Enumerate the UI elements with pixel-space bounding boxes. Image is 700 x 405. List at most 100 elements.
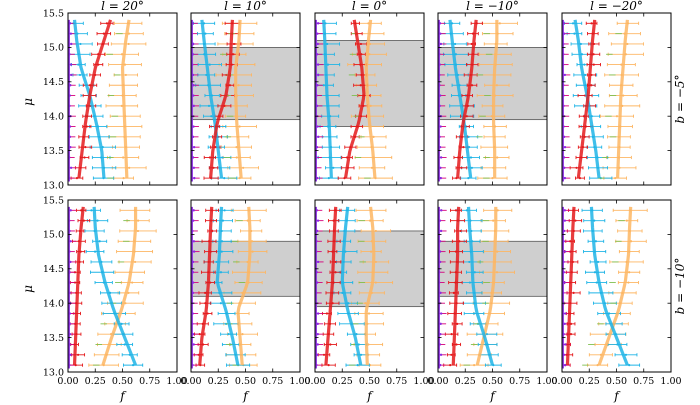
blue-point bbox=[571, 22, 575, 25]
purple-point bbox=[439, 176, 442, 180]
y-tick-label: 14.5 bbox=[43, 77, 64, 88]
purple-point bbox=[564, 312, 567, 315]
orange-point bbox=[251, 250, 254, 253]
orange-point bbox=[128, 166, 131, 169]
purple-point bbox=[317, 135, 320, 139]
red-point bbox=[359, 42, 363, 46]
blue-point bbox=[208, 63, 211, 66]
orange-point bbox=[492, 219, 495, 222]
red-point bbox=[232, 42, 236, 46]
orange-model-curve bbox=[615, 19, 629, 179]
panel-r1-c3: 0.00 0.25 0.50 0.75 1.00 bbox=[427, 199, 558, 387]
orange-point bbox=[369, 104, 372, 107]
blue-point bbox=[219, 302, 222, 305]
purple-point bbox=[439, 322, 442, 326]
red-point bbox=[322, 353, 326, 356]
blue-point bbox=[472, 312, 476, 315]
purple-point bbox=[439, 125, 442, 128]
purple-point bbox=[192, 209, 195, 212]
orange-point bbox=[495, 271, 499, 274]
purple-point bbox=[316, 322, 319, 326]
purple-point bbox=[69, 209, 72, 212]
row-title: b = −5° bbox=[673, 74, 687, 123]
orange-point bbox=[238, 125, 241, 128]
column-title: l = −10° bbox=[466, 0, 519, 13]
x-tick-label: 0.25 bbox=[332, 376, 353, 387]
orange-point bbox=[122, 156, 125, 159]
blue-point bbox=[326, 42, 329, 46]
blue-model-curve bbox=[589, 206, 629, 366]
red-model-curve bbox=[343, 19, 366, 179]
red-model-curve bbox=[565, 206, 576, 366]
red-point bbox=[77, 353, 80, 356]
red-point bbox=[456, 322, 459, 325]
purple-point bbox=[69, 240, 72, 243]
x-tick-label: 0.25 bbox=[455, 376, 476, 387]
red-point bbox=[459, 229, 462, 233]
purple-point bbox=[69, 32, 73, 35]
x-tick-label: 1.00 bbox=[660, 376, 681, 387]
purple-point bbox=[316, 63, 320, 66]
y-tick-label: 14.0 bbox=[43, 112, 64, 123]
purple-point bbox=[316, 332, 319, 336]
blue-model-curve bbox=[466, 206, 495, 366]
orange-point bbox=[120, 104, 123, 107]
blue-point bbox=[220, 250, 223, 253]
purple-point bbox=[192, 343, 195, 346]
purple-point bbox=[317, 73, 320, 77]
blue-point bbox=[123, 343, 126, 346]
blue-point bbox=[227, 333, 230, 336]
purple-point bbox=[192, 166, 196, 169]
red-point bbox=[105, 22, 108, 25]
red-point bbox=[449, 364, 452, 367]
purple-point bbox=[563, 250, 567, 253]
purple-point bbox=[316, 42, 319, 46]
blue-point bbox=[96, 219, 99, 222]
blue-model-curve bbox=[200, 19, 224, 179]
orange-point bbox=[496, 250, 499, 253]
red-point bbox=[73, 281, 77, 284]
x-tick-label: 0.25 bbox=[85, 376, 106, 387]
x-tick-label: 1.00 bbox=[413, 376, 434, 387]
x-tick-label: 0.75 bbox=[509, 376, 530, 387]
purple-point bbox=[316, 219, 320, 222]
orange-point bbox=[374, 281, 377, 284]
red-model-curve bbox=[456, 19, 478, 179]
orange-point bbox=[626, 42, 629, 46]
orange-point bbox=[473, 364, 476, 367]
x-axis-label: f bbox=[366, 389, 374, 403]
red-point bbox=[329, 343, 332, 346]
blue-point bbox=[467, 177, 470, 180]
y-tick-label: 15.0 bbox=[43, 43, 64, 54]
orange-point bbox=[496, 156, 499, 159]
purple-point bbox=[563, 363, 567, 367]
orange-model-curve bbox=[101, 206, 138, 366]
red-point bbox=[569, 240, 572, 243]
orange-point bbox=[498, 22, 501, 25]
orange-model-curve bbox=[236, 206, 252, 366]
column-title: l = 20° bbox=[101, 0, 144, 13]
x-tick-label: 1.00 bbox=[166, 376, 187, 387]
x-tick-label: 0.50 bbox=[235, 376, 256, 387]
x-tick-label: 0.25 bbox=[579, 376, 600, 387]
purple-point bbox=[439, 156, 443, 159]
orange-model-curve bbox=[234, 19, 243, 179]
blue-point bbox=[98, 240, 101, 243]
red-model-curve bbox=[77, 19, 113, 179]
orange-point bbox=[242, 166, 245, 169]
orange-model-curve bbox=[364, 19, 377, 179]
orange-point bbox=[235, 156, 238, 159]
red-model-curve bbox=[451, 206, 461, 366]
orange-point bbox=[615, 115, 619, 118]
purple-point bbox=[563, 281, 566, 284]
blue-point bbox=[468, 260, 471, 264]
orange-point bbox=[124, 73, 127, 77]
red-point bbox=[208, 156, 212, 159]
blue-point bbox=[469, 156, 473, 159]
x-axis-label: f bbox=[119, 389, 127, 403]
column-title: l = 0° bbox=[352, 0, 387, 13]
x-tick-label: 0.75 bbox=[633, 376, 654, 387]
orange-point bbox=[131, 281, 134, 284]
blue-point bbox=[78, 73, 82, 77]
